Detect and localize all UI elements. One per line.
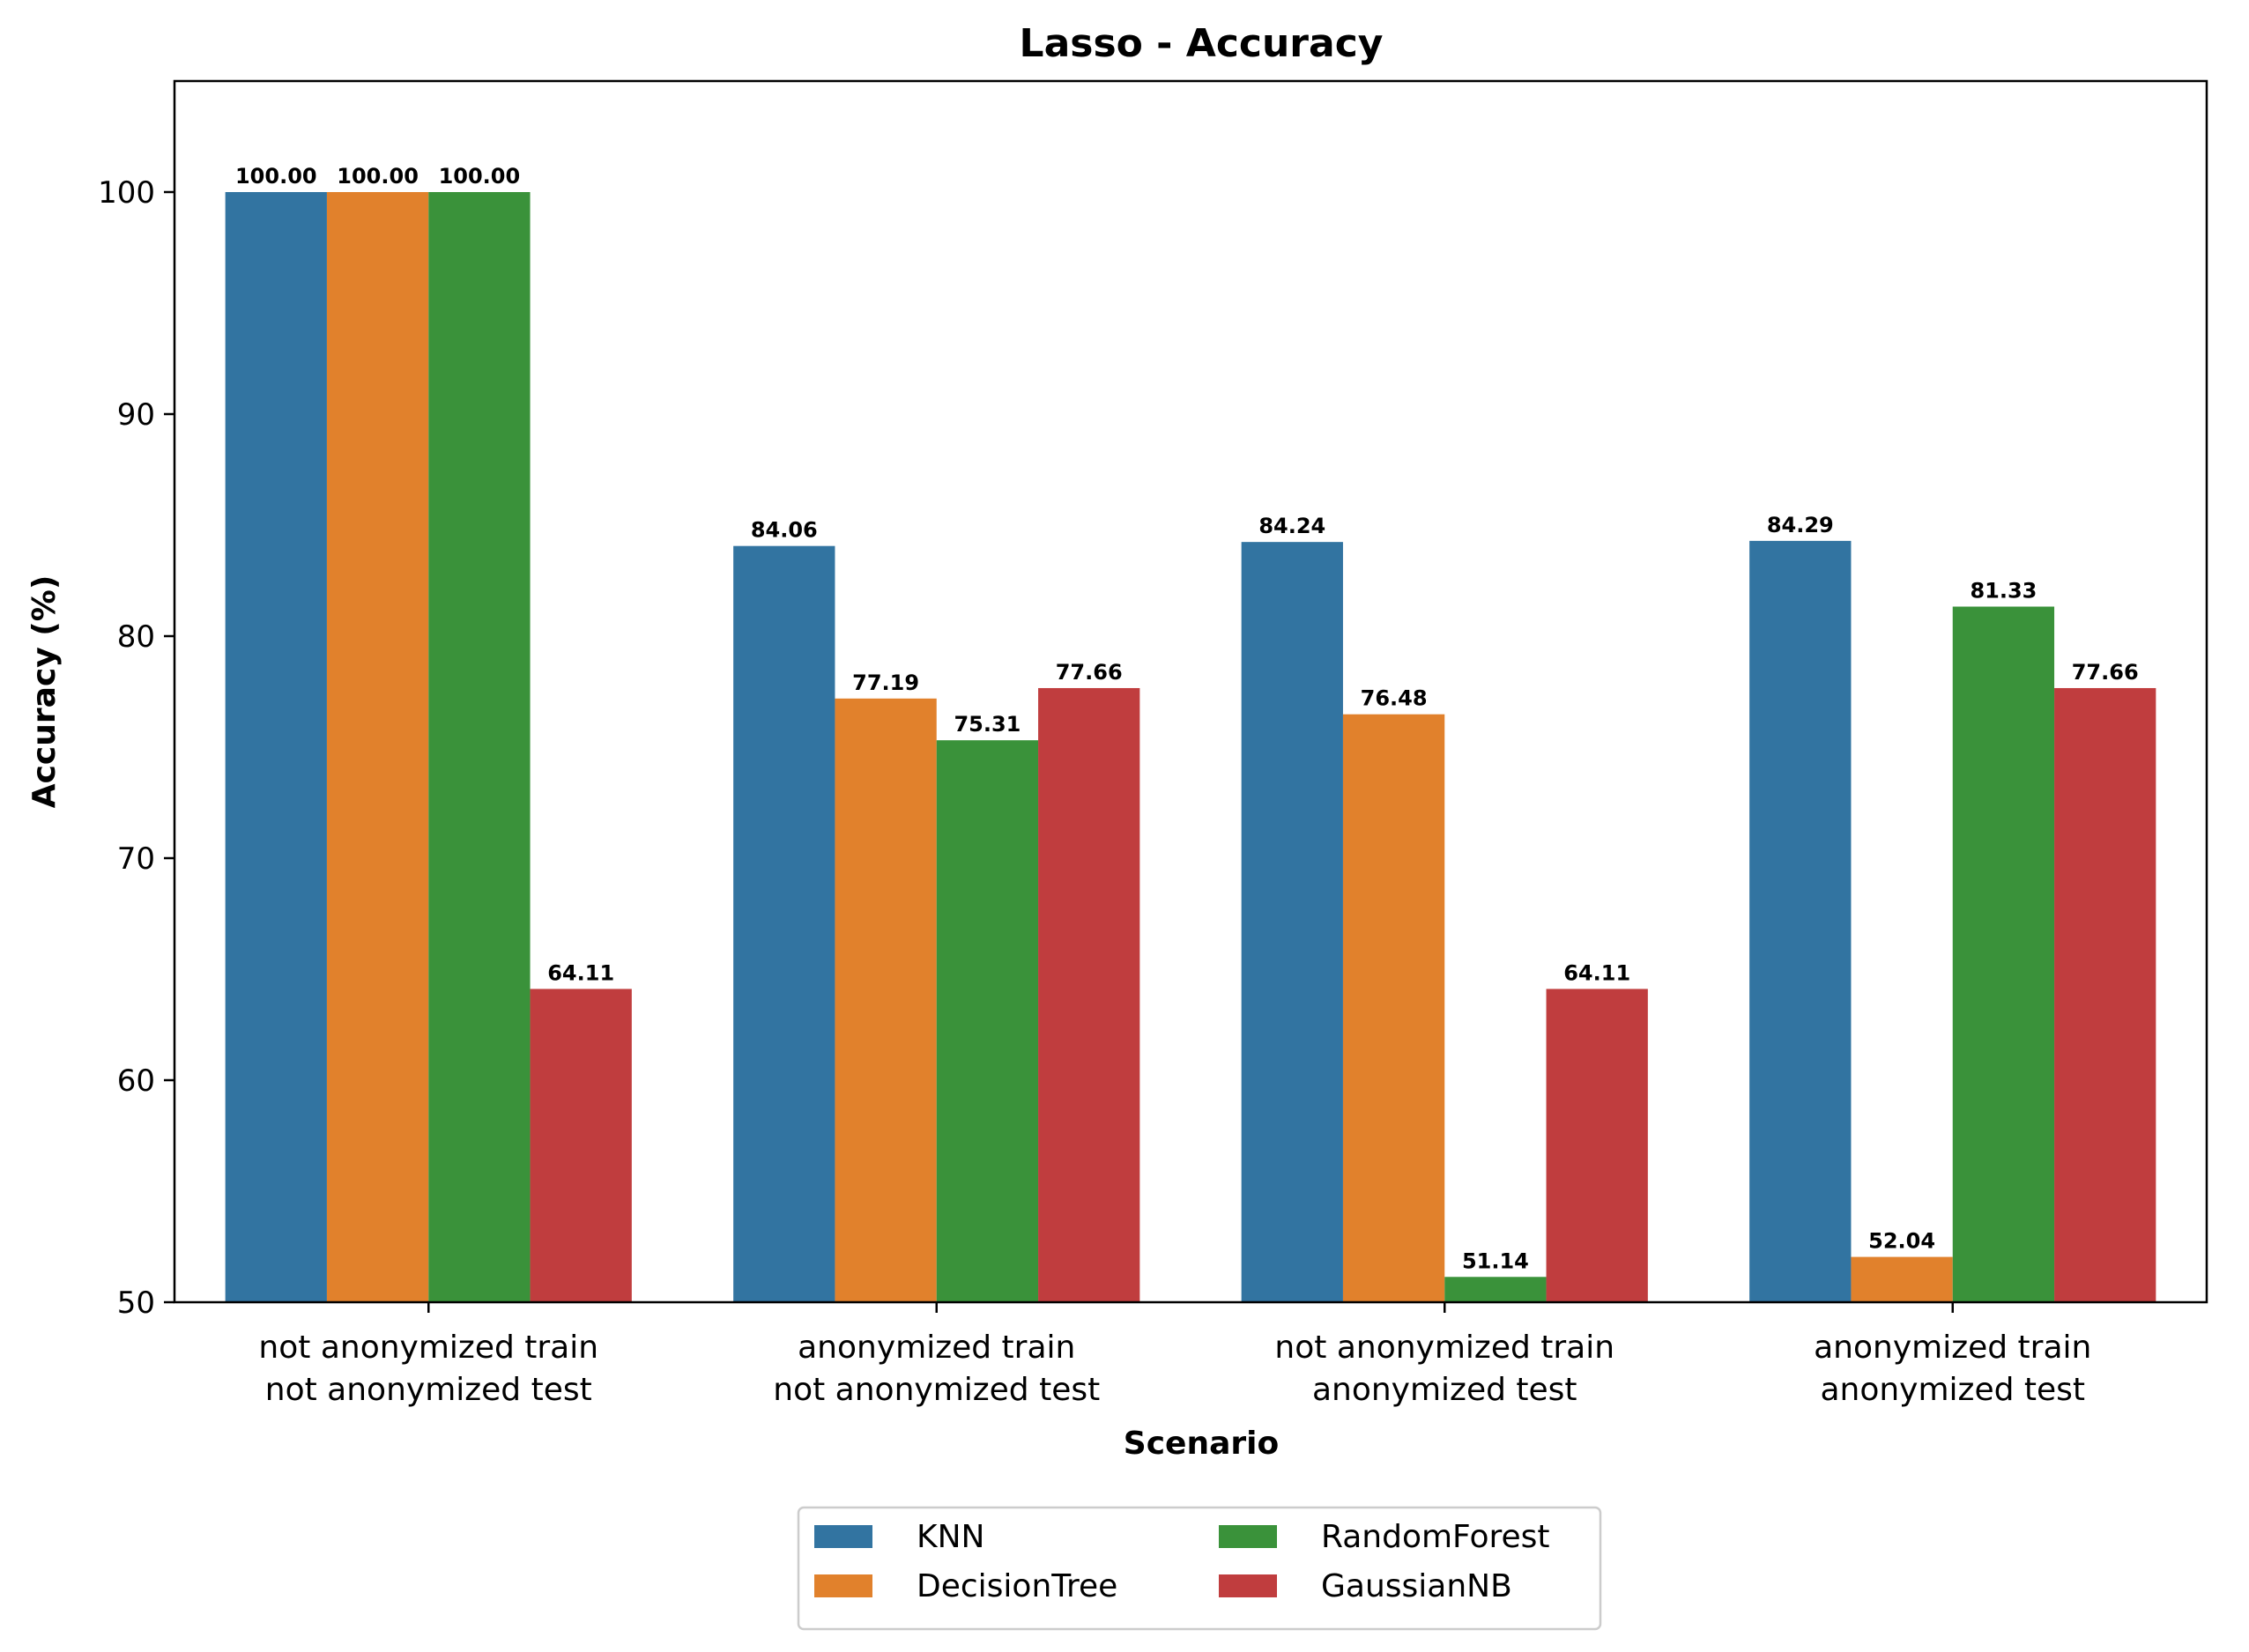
x-tick-label: anonymized train anonymized test — [1814, 1330, 2091, 1408]
y-tick-label: 100 — [98, 175, 155, 211]
legend-label: RandomForest — [1321, 1519, 1550, 1555]
bar-value-label: 84.24 — [1258, 514, 1325, 538]
legend-swatch-decisiontree — [814, 1574, 872, 1597]
bar-knn-2 — [733, 545, 835, 1302]
x-tick-label-line: anonymized test — [1312, 1372, 1577, 1408]
chart-title: Lasso - Accuracy — [1020, 21, 1384, 66]
legend: KNN DecisionTree RandomForest GaussianNB — [797, 1506, 1602, 1631]
x-tick-label-line: anonymized train — [798, 1330, 1075, 1366]
y-tick-label: 90 — [117, 397, 155, 433]
y-axis-label: Accuracy (%) — [26, 575, 63, 809]
bar-value-label: 84.29 — [1767, 513, 1834, 537]
x-axis: not anonymized train not anonymized testa… — [258, 1302, 2091, 1408]
bar-knn-3 — [1241, 542, 1343, 1302]
bar-randomforest-3 — [1444, 1277, 1547, 1302]
legend-swatch-randomforest — [1219, 1525, 1277, 1548]
bar-randomforest-2 — [936, 740, 1039, 1302]
legend-label: DecisionTree — [917, 1568, 1117, 1604]
x-tick-label-line: not anonymized train — [258, 1330, 598, 1366]
bar-gaussiannb-4 — [2054, 687, 2156, 1302]
bar-value-label: 81.33 — [1970, 578, 2037, 603]
x-tick-label: not anonymized train anonymized test — [1274, 1330, 1614, 1408]
bar-value-label: 100.00 — [337, 164, 419, 189]
x-tick-label-line: anonymized train — [1814, 1330, 2091, 1366]
y-axis: 50 60 70 80 90 100 — [98, 175, 174, 1321]
x-tick-label-line: anonymized test — [1820, 1372, 2085, 1408]
x-tick-label: anonymized train not anonymized test — [773, 1330, 1100, 1408]
bar-value-label: 77.66 — [2072, 660, 2139, 685]
bar-labels-group: 100.00 84.06 84.24 84.29 100.00 77.19 76.48 52.… — [235, 164, 2139, 1273]
legend-frame — [797, 1506, 1602, 1631]
bar-value-label: 51.14 — [1462, 1248, 1529, 1273]
legend-swatch-knn — [814, 1525, 872, 1548]
bar-value-label: 84.06 — [751, 518, 818, 543]
y-tick-label: 80 — [117, 619, 155, 655]
bars-group — [225, 192, 2156, 1302]
legend-label: GaussianNB — [1321, 1568, 1512, 1604]
bar-knn-4 — [1749, 540, 1852, 1302]
x-tick-label-line: not anonymized test — [265, 1372, 592, 1408]
plot-frame — [173, 79, 2208, 1304]
bar-value-label: 52.04 — [1868, 1229, 1935, 1254]
bar-gaussiannb-3 — [1546, 989, 1648, 1302]
bar-decisiontree-1 — [326, 192, 429, 1302]
bar-randomforest-4 — [1952, 606, 2055, 1302]
bar-value-label: 100.00 — [439, 164, 521, 189]
bar-value-label: 75.31 — [954, 712, 1021, 737]
y-tick-label: 50 — [117, 1285, 155, 1321]
bar-value-label: 64.11 — [1563, 960, 1630, 985]
bar-randomforest-1 — [428, 192, 531, 1302]
bar-value-label: 100.00 — [235, 164, 317, 189]
x-tick-label-line: not anonymized test — [773, 1372, 1100, 1408]
bar-decisiontree-3 — [1342, 714, 1445, 1302]
bar-knn-1 — [225, 192, 327, 1302]
bar-value-label: 77.66 — [1056, 660, 1123, 685]
bar-value-label: 77.19 — [852, 670, 919, 695]
bar-decisiontree-2 — [835, 698, 937, 1302]
bar-value-label: 64.11 — [547, 960, 614, 985]
y-tick-label: 70 — [117, 841, 155, 877]
legend-swatch-gaussiannb — [1219, 1574, 1277, 1597]
legend-label: KNN — [917, 1519, 984, 1555]
bar-decisiontree-4 — [1851, 1256, 1953, 1302]
x-tick-label: not anonymized train not anonymized test — [258, 1330, 598, 1408]
x-axis-label: Scenario — [1124, 1426, 1279, 1462]
bar-value-label: 76.48 — [1361, 686, 1428, 711]
bar-gaussiannb-1 — [530, 989, 632, 1302]
y-tick-label: 60 — [117, 1063, 155, 1099]
x-tick-label-line: not anonymized train — [1274, 1330, 1614, 1366]
bar-gaussiannb-2 — [1038, 687, 1140, 1302]
